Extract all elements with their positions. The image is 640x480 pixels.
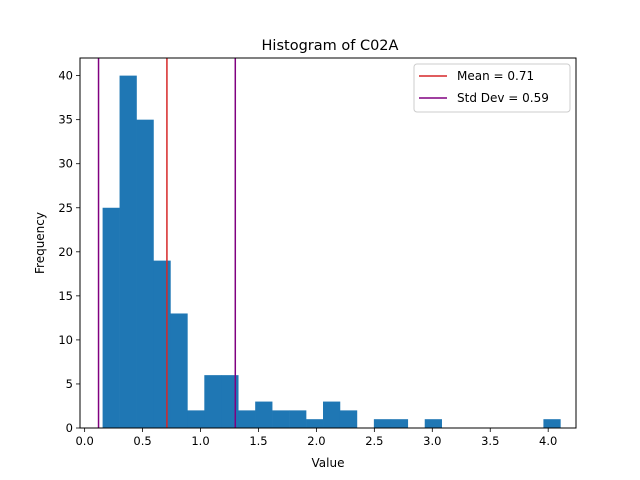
histogram-bar-11 (289, 410, 307, 428)
histogram-bar-13 (323, 401, 341, 428)
x-axis-ticks: 0.0 0.5 1.0 1.5 2.0 2.5 3.0 3.5 4.0 (75, 428, 557, 448)
x-tick-label-8: 4.0 (539, 434, 557, 448)
y-tick-label-1: 5 (66, 377, 73, 391)
histogram-bar-0 (102, 207, 120, 428)
histogram-bar-10 (272, 410, 290, 428)
y-axis-ticks: 0 5 10 15 20 25 30 35 40 (58, 69, 80, 435)
y-axis-label: Frequency (33, 212, 47, 274)
histogram-bar-16 (373, 419, 392, 428)
legend: Mean = 0.71 Std Dev = 0.59 (413, 63, 571, 113)
legend-std-label: Std Dev = 0.59 (457, 91, 549, 105)
chart-title: Histogram of C02A (262, 38, 399, 54)
x-tick-label-7: 3.5 (481, 434, 499, 448)
histogram-bar-17 (390, 419, 409, 428)
histogram-bar-3 (153, 260, 171, 428)
x-tick-label-3: 1.5 (249, 434, 267, 448)
histogram-bar-6 (204, 375, 222, 428)
y-tick-label-0: 0 (66, 421, 73, 435)
x-tick-label-6: 3.0 (423, 434, 441, 448)
legend-mean-label: Mean = 0.71 (457, 69, 534, 83)
x-tick-label-1: 0.5 (133, 434, 151, 448)
histogram-bar-26 (543, 419, 561, 428)
x-axis-label: Value (312, 456, 345, 470)
y-tick-label-2: 10 (58, 333, 73, 347)
y-tick-label-4: 20 (58, 245, 73, 259)
histogram-bar-12 (306, 419, 324, 428)
histogram-bar-7 (221, 375, 239, 428)
vlines-layer (97, 58, 237, 428)
plot-frame (79, 57, 577, 429)
y-tick-label-8: 40 (58, 69, 73, 83)
y-tick-label-3: 15 (58, 289, 73, 303)
x-tick-label-2: 1.0 (191, 434, 209, 448)
x-tick-label-4: 2.0 (307, 434, 325, 448)
histogram-bar-1 (119, 75, 137, 429)
histogram-bar-8 (238, 410, 256, 428)
bars-layer (102, 75, 561, 429)
histogram-bar-5 (187, 410, 205, 428)
histogram-bar-19 (424, 419, 442, 428)
histogram-bar-4 (170, 313, 188, 428)
histogram-bar-9 (255, 401, 273, 428)
legend-box (413, 63, 571, 113)
x-tick-label-0: 0.0 (75, 434, 93, 448)
y-tick-label-7: 35 (58, 113, 73, 127)
histogram-bar-14 (339, 410, 358, 428)
histogram-bar-2 (136, 119, 154, 429)
y-tick-label-5: 25 (58, 201, 73, 215)
y-tick-label-6: 30 (58, 157, 73, 171)
x-tick-label-5: 2.5 (365, 434, 383, 448)
